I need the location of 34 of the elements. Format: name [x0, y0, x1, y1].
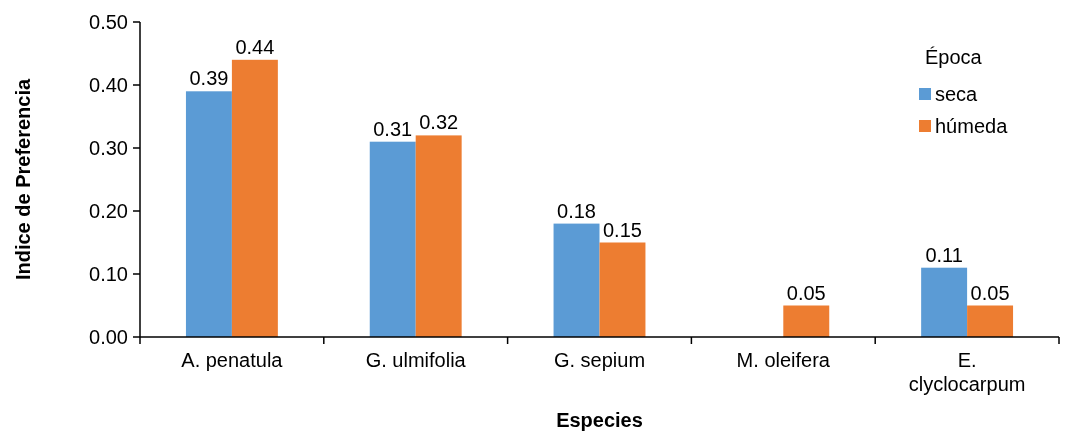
y-tick-label: 0.40 [89, 74, 128, 96]
bar [599, 242, 646, 337]
legend-title: Época [925, 46, 983, 68]
data-label: 0.39 [189, 67, 229, 90]
x-axis-title: Especies [556, 409, 643, 431]
bar [783, 305, 830, 337]
x-tick-label: M. oleifera [736, 349, 831, 371]
data-label: 0.32 [419, 111, 459, 134]
bar [553, 223, 600, 337]
y-tick-label: 0.50 [89, 11, 128, 33]
x-tick-label: G. ulmifolia [365, 349, 467, 371]
y-tick-label: 0.20 [89, 200, 128, 222]
bar [921, 267, 968, 337]
data-label: 0.05 [786, 281, 826, 304]
data-label: 0.11 [925, 243, 963, 266]
data-label: 0.15 [603, 218, 642, 241]
y-tick-label: 0.30 [89, 137, 128, 159]
y-axis-title: Indice de Preferencia [12, 78, 34, 281]
bar [967, 305, 1014, 337]
data-label: 0.31 [373, 117, 413, 140]
bar [231, 59, 278, 337]
bar [185, 91, 232, 337]
x-tick-label: G. sepium [553, 349, 646, 371]
bar [369, 141, 416, 337]
bar [415, 135, 462, 337]
y-tick-label: 0.00 [89, 326, 128, 348]
data-label: 0.18 [557, 199, 596, 222]
legend-label: seca [935, 83, 979, 105]
data-label: 0.44 [235, 35, 275, 58]
y-tick-label: 0.10 [89, 263, 128, 285]
legend-label: húmeda [935, 115, 1009, 137]
data-label: 0.05 [970, 281, 1010, 304]
x-tick-label: E. clyclocarpum [908, 349, 1026, 395]
x-tick-label: A. penatula [181, 349, 284, 371]
